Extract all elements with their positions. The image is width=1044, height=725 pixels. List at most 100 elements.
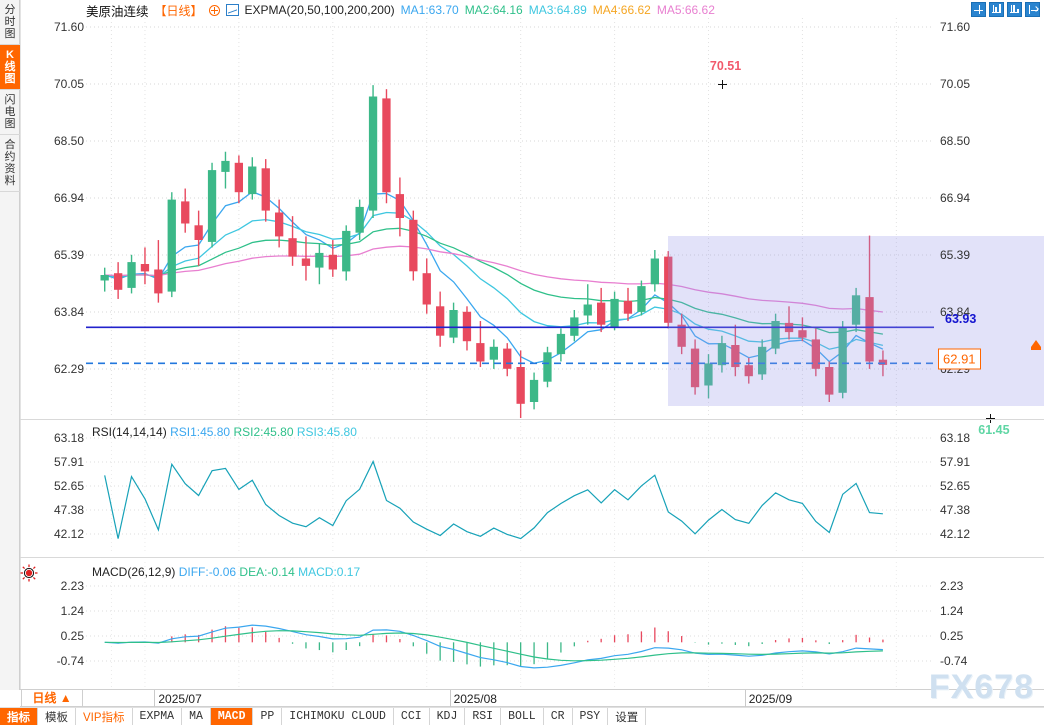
rsi-tab[interactable]: RSI (465, 708, 502, 725)
ma3-value: MA3:64.89 (528, 3, 587, 17)
ma5-value: MA5:66.62 (656, 3, 715, 17)
rsi-y-axis-left: 63.18 57.91 52.65 47.38 42.12 (28, 422, 84, 554)
axis-tick-label: 57.91 (53, 455, 84, 469)
sidebar-item-k-line-chart[interactable]: K线图 (0, 45, 20, 90)
axis-tick-label: 63.84 (53, 305, 84, 319)
cci-tab[interactable]: CCI (394, 708, 430, 725)
axis-tick-label: 63.84 (940, 305, 971, 319)
pp-tab[interactable]: PP (253, 708, 283, 725)
expand-right-icon[interactable] (1025, 2, 1040, 17)
high-marker-icon (717, 80, 727, 90)
axis-tick-label: 1.24 (60, 604, 84, 618)
axis-tick-label: 63.18 (53, 431, 84, 445)
axis-tick-label: 0.25 (60, 629, 84, 643)
axis-tick-label: 65.39 (940, 248, 971, 262)
rsi-plot-area[interactable] (86, 422, 934, 554)
axis-tick-label: 52.65 (53, 479, 84, 493)
rsi3-value: RSI3:45.80 (296, 425, 357, 439)
axis-tick-label: 63.18 (940, 431, 971, 445)
price-chart-panel[interactable] (86, 18, 1044, 418)
vip-indicator-tab[interactable]: VIP指标 (76, 708, 133, 725)
x-axis-tick (449, 690, 451, 708)
indicator-tab[interactable]: 指标 (0, 708, 38, 725)
bar-scale-down-icon[interactable] (1007, 2, 1022, 17)
x-axis-tick (744, 690, 746, 708)
settings-tab[interactable]: 设置 (608, 708, 647, 725)
current-price-tag: 62.91 (938, 348, 981, 370)
sidebar-item-contract-info[interactable]: 合约资料 (0, 135, 20, 192)
psy-tab[interactable]: PSY (573, 708, 609, 725)
axis-tick-label: 62.29 (53, 362, 84, 376)
x-axis-label: 2025/09 (748, 692, 793, 706)
macd-chart-panel[interactable]: MACD(26,12,9) DIFF:-0.06 DEA:-0.14 MACD:… (86, 562, 934, 688)
rsi1-value: RSI1:45.80 (170, 425, 231, 439)
low-annotation: 61.45 (978, 422, 1010, 437)
price-y-axis-left: 71.60 70.05 68.50 66.94 65.39 63.84 62.29 (28, 18, 84, 418)
price-up-arrow-icon (1031, 339, 1041, 350)
chart-icon[interactable] (225, 4, 239, 16)
axis-tick-label: 47.38 (53, 503, 84, 517)
sidebar-label-3: 合约资料 (4, 139, 16, 187)
axis-tick-label: 70.05 (940, 77, 971, 91)
axis-tick-label: 57.91 (940, 455, 971, 469)
cr-tab[interactable]: CR (544, 708, 573, 725)
sun-icon[interactable] (20, 564, 38, 582)
high-annotation: 70.51 (709, 59, 742, 74)
indicator-name: EXPMA(20,50,100,200,200) (244, 3, 395, 17)
ichimoku-cloud-tab[interactable]: ICHIMOKU CLOUD (282, 708, 394, 725)
macd-title: MACD(26,12,9) (92, 565, 176, 579)
sidebar-label-2: 闪电图 (4, 94, 16, 130)
axis-tick-label: -0.74 (940, 654, 968, 668)
crosshair-icon[interactable] (971, 2, 986, 17)
axis-tick-label: 2.23 (60, 579, 84, 593)
sidebar-item-time-chart[interactable]: 分时图 (0, 0, 20, 45)
symbol-name: 美原油连续 (86, 4, 149, 19)
ma1-value: MA1:63.70 (400, 3, 459, 17)
diff-value: DIFF:-0.06 (178, 565, 237, 579)
chart-toolbar (971, 2, 1040, 17)
bottom-indicator-toolbar: 指标 模板 VIP指标 EXPMA MA MACD PP ICHIMOKU CLOUD CCI K… (0, 707, 1044, 725)
x-axis-label: 2025/07 (158, 692, 202, 706)
axis-tick-label: 2.23 (940, 579, 964, 593)
chart-header: 美原油连续 【日线】 EXPMA(20,50,100,200,200) MA1:… (86, 2, 715, 19)
crosshair-target-icon[interactable] (208, 4, 220, 16)
axis-tick-label: 65.39 (53, 248, 84, 262)
macd-tab[interactable]: MACD (210, 708, 254, 725)
axis-tick-label: 68.50 (940, 134, 971, 148)
kdj-tab[interactable]: KDJ (430, 708, 466, 725)
boll-tab[interactable]: BOLL (501, 708, 544, 725)
low-marker-icon (986, 413, 996, 423)
axis-tick-label: 1.24 (940, 604, 964, 618)
macd-title-row: MACD(26,12,9) DIFF:-0.06 DEA:-0.14 MACD:… (92, 565, 360, 579)
rsi-chart-panel[interactable]: RSI(14,14,14) RSI1:45.80 RSI2:45.80 RSI3… (86, 422, 934, 554)
template-tab[interactable]: 模板 (38, 708, 76, 725)
sidebar-divider (20, 0, 21, 690)
panel-divider-2 (20, 557, 1044, 558)
rsi-y-axis-right: 63.18 57.91 52.65 47.38 42.12 (940, 422, 996, 554)
sidebar-item-lightning-chart[interactable]: 闪电图 (0, 90, 20, 135)
sidebar-label-1: K线图 (4, 49, 16, 85)
axis-tick-label: 47.38 (940, 503, 971, 517)
axis-tick-label: 52.65 (940, 479, 971, 493)
expma-tab[interactable]: EXPMA (133, 708, 183, 725)
axis-tick-label: 68.50 (53, 134, 84, 148)
x-axis: 2025/07 2025/08 2025/09 (20, 689, 1044, 708)
x-axis-label: 2025/08 (453, 692, 497, 706)
axis-tick-label: 42.12 (53, 527, 84, 541)
axis-tick-label: -0.74 (56, 654, 84, 668)
rsi2-value: RSI2:45.80 (233, 425, 294, 439)
left-sidebar: 分时图 K线图 闪电图 合约资料 (0, 0, 20, 690)
ma2-value: MA2:64.16 (464, 3, 523, 17)
period-selector-button[interactable]: 日线 ▲ (21, 689, 83, 707)
macd-plot-area[interactable] (86, 562, 934, 688)
axis-tick-label: 66.94 (53, 191, 84, 205)
x-axis-tick (154, 690, 156, 708)
ma-tab[interactable]: MA (182, 708, 211, 725)
sidebar-label-0: 分时图 (4, 4, 16, 40)
axis-tick-label: 66.94 (940, 191, 971, 205)
support-line-tag: 63.93 (945, 312, 977, 327)
price-plot-area[interactable] (86, 18, 934, 418)
bar-scale-up-icon[interactable] (989, 2, 1004, 17)
dea-value: DEA:-0.14 (239, 565, 295, 579)
